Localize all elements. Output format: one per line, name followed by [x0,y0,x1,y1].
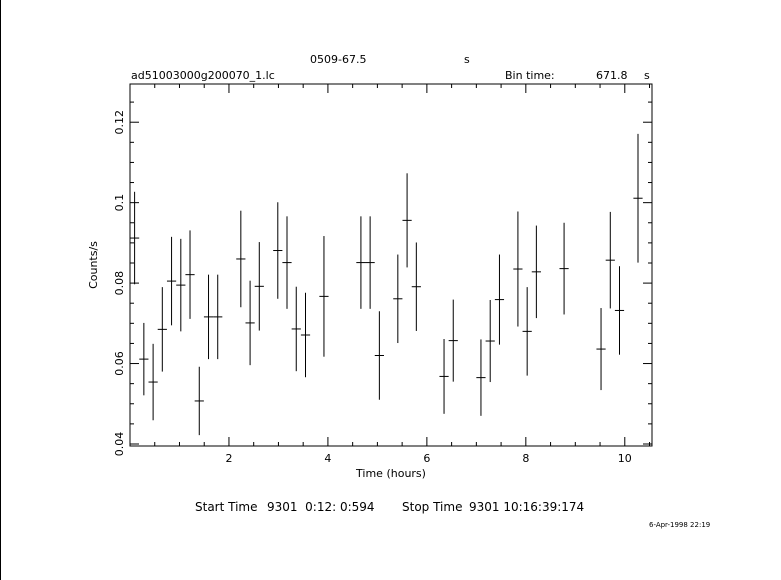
source-units: s [464,53,470,66]
data-point [531,225,541,319]
data-point [439,339,449,414]
data-point [166,236,177,326]
file-name: ad51003000g200070_1.lc [131,69,275,82]
data-point [476,339,486,416]
data-point [513,211,523,327]
data-point [319,236,329,357]
y-tick-label: 0.06 [113,351,126,376]
y-tick-label: 0.1 [113,194,126,212]
data-point [254,242,264,331]
data-point [185,230,195,319]
bin-time-label: Bin time: [505,69,555,82]
data-point [203,274,214,360]
x-tick-label: 2 [225,452,232,465]
stop-time-label: Stop Time [402,500,463,514]
axis-ticks [130,84,652,446]
data-point [148,343,158,421]
plot-frame [129,83,653,447]
data-point [356,216,366,309]
data-point [176,238,186,332]
data-point [522,287,532,376]
data-point [605,211,615,309]
data-point [402,173,412,268]
data-point [365,216,375,309]
data-point [194,366,204,436]
data-point [374,311,384,400]
data-point [273,202,283,299]
data-point [213,274,223,360]
start-time-value: 9301 0:12: 0:594 [267,500,375,514]
y-tick-label: 0.04 [113,432,126,457]
x-tick-label: 6 [423,452,430,465]
data-point [291,286,301,372]
axis-tick-labels: 2 4 6 8 10 0.04 0.06 0.08 0.1 0.12 [113,110,632,465]
y-tick-label: 0.08 [113,271,126,296]
bin-time-unit: s [644,69,650,82]
window-left-border [0,0,1,580]
data-point [614,266,625,355]
start-time-label: Start Time [195,500,258,514]
data-point [448,299,458,382]
y-tick-label: 0.12 [113,110,126,135]
x-tick-label: 10 [618,452,632,465]
data-point [494,254,505,345]
data-point [559,222,569,315]
data-point [282,216,292,309]
data-points [130,133,643,436]
data-point [411,242,421,331]
data-point [300,292,311,378]
stop-time-value: 9301 10:16:39:174 [469,500,585,514]
data-point [130,191,140,285]
data-point [139,322,149,396]
timestamp: 6-Apr-1998 22:19 [649,521,711,529]
data-point [236,210,246,308]
y-axis-label: Counts/s [87,241,100,289]
x-axis-label: Time (hours) [355,467,426,480]
data-point [245,280,255,366]
source-name: 0509-67.5 [310,53,367,66]
x-tick-label: 4 [324,452,331,465]
data-point [485,299,495,383]
data-point [596,308,606,391]
bin-time-value: 671.8 [596,69,628,82]
x-tick-label: 8 [522,452,529,465]
data-point [393,254,403,344]
data-point [157,287,167,372]
data-point [633,133,643,263]
